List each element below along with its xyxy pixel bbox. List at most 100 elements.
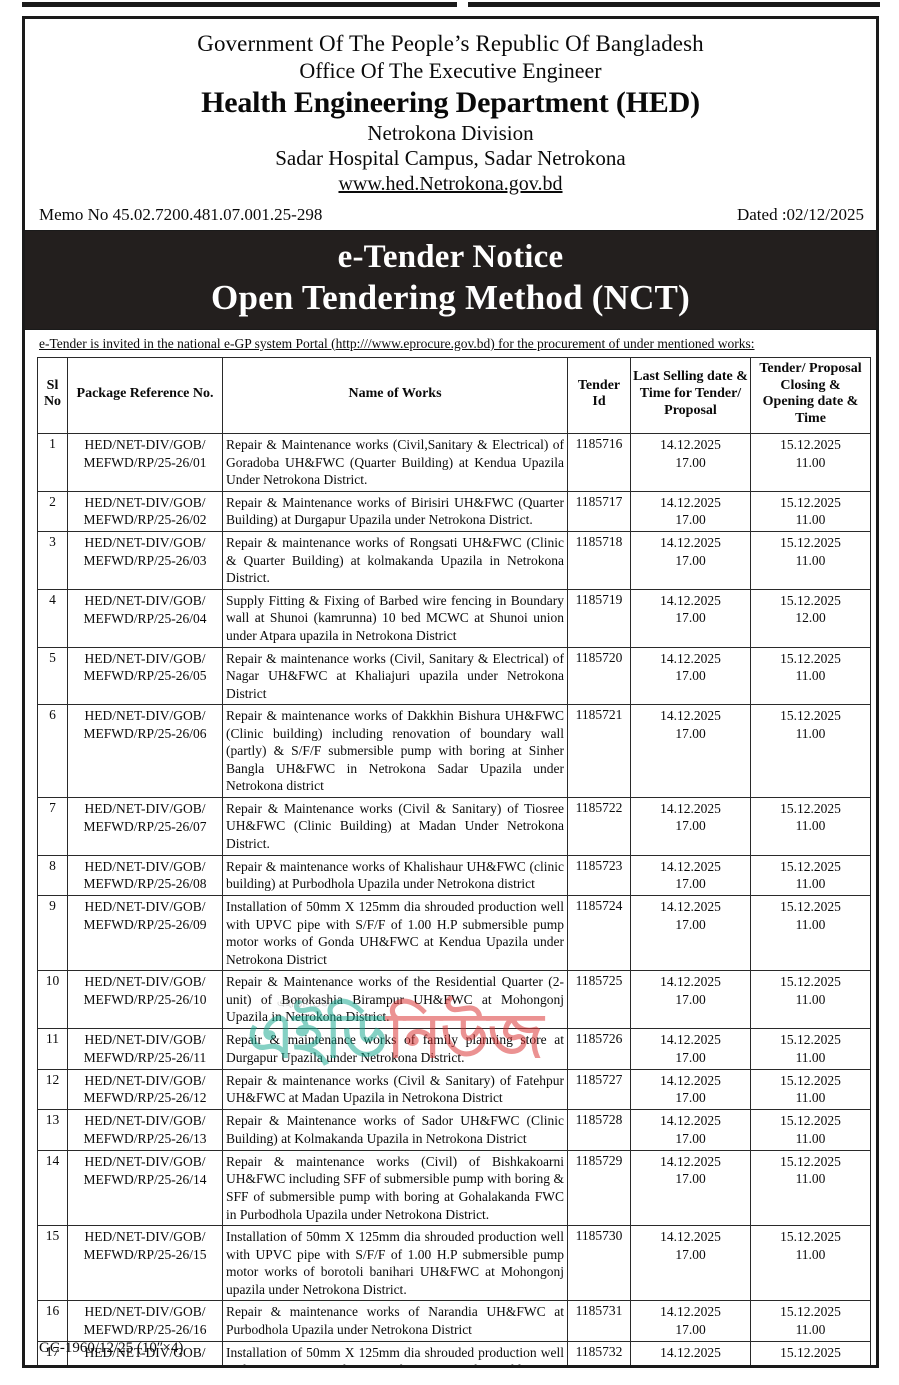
table-row: 4 HED/NET-DIV/GOB/MEFWD/RP/25-26/04 Supply…: [37, 588, 871, 648]
table-header-row: Sl No Package Reference No. Name of Works…: [37, 356, 871, 434]
table-row: 11 HED/NET-DIV/GOB/MEFWD/RP/25-26/11 Repai…: [37, 1028, 871, 1070]
cell-name-of-works: Installation of 50mm X 125mm dia shroude…: [222, 1225, 568, 1302]
masthead-office-line: Office Of The Executive Engineer: [299, 57, 602, 83]
cell-tender-id: 1185717: [567, 490, 631, 533]
cell-tender-id: 1185716: [567, 432, 631, 492]
cell-sl-no: 2: [37, 490, 68, 533]
tender-table-head: Sl No Package Reference No. Name of Works…: [37, 356, 871, 434]
memo-date: Dated :02/12/2025: [736, 204, 864, 224]
cell-package-ref: HED/NET-DIV/GOB/MEFWD/RP/25-26/15: [67, 1225, 223, 1302]
cell-name-of-works: Repair & maintenance works (Civil) of Bi…: [222, 1149, 568, 1227]
cell-name-of-works: Repair & Maintenance works of Sador UH&F…: [222, 1109, 568, 1151]
cell-tender-id: 1185729: [567, 1149, 631, 1227]
cell-package-ref: HED/NET-DIV/GOB/MEFWD/RP/25-26/07: [67, 796, 223, 856]
cell-closing-opening: 15.12.2025 12.00: [750, 588, 871, 648]
masthead-address: Sadar Hospital Campus, Sadar Netrokona: [275, 146, 626, 171]
cell-tender-id: 1185727: [567, 1068, 631, 1111]
cell-tender-id: 1185728: [567, 1109, 631, 1151]
cell-sl-no: 5: [37, 646, 68, 706]
top-strip-segment-right: [468, 2, 880, 7]
cell-sl-no: 16: [37, 1300, 68, 1342]
masthead-department: Health Engineering Department (HED): [201, 86, 700, 120]
cell-sl-no: 1: [37, 432, 68, 492]
cell-package-ref: HED/NET-DIV/GOB/MEFWD/RP/25-26/01: [67, 432, 223, 492]
cell-name-of-works: Repair & Maintenance works of the Reside…: [222, 970, 568, 1029]
cell-sl-no: 4: [37, 588, 68, 648]
column-header-tender-id: Tender Id: [567, 356, 631, 434]
cell-name-of-works: Repair & Maintenance works (Civil,Sanita…: [222, 432, 568, 492]
masthead-website-link[interactable]: www.hed.Netrokona.gov.bd: [338, 172, 563, 195]
cell-tender-id: 1185719: [567, 588, 631, 648]
masthead-country-line: Government Of The People’s Republic Of B…: [197, 31, 704, 56]
table-row: 14 HED/NET-DIV/GOB/MEFWD/RP/25-26/14 Repai…: [37, 1149, 871, 1227]
table-row: 8 HED/NET-DIV/GOB/MEFWD/RP/25-26/08 Repair…: [37, 854, 871, 897]
cell-sl-no: 8: [37, 854, 68, 897]
column-header-package-ref: Package Reference No.: [67, 356, 223, 434]
cell-package-ref: HED/NET-DIV/GOB/MEFWD/RP/25-26/10: [67, 970, 223, 1029]
cell-tender-id: 1185720: [567, 646, 631, 706]
cell-sl-no: 9: [37, 895, 68, 972]
cell-tender-id: 1185723: [567, 854, 631, 897]
cell-name-of-works: Supply Fitting & Fixing of Barbed wire f…: [222, 588, 568, 648]
column-header-sl-no: Sl No: [37, 356, 68, 434]
tender-table: Sl No Package Reference No. Name of Works…: [37, 356, 871, 1365]
cell-sl-no: 13: [37, 1109, 68, 1151]
memo-row: Memo No 45.02.7200.481.07.001.25-298 Dat…: [25, 199, 876, 230]
cell-package-ref: HED/NET-DIV/GOB/MEFWD/RP/25-26/14: [67, 1149, 223, 1227]
cell-package-ref: HED/NET-DIV/GOB/MEFWD/RP/25-26/11: [67, 1028, 223, 1070]
table-row: 12 HED/NET-DIV/GOB/MEFWD/RP/25-26/12 Repai…: [37, 1068, 871, 1111]
column-header-closing-opening: Tender/ Proposal Closing & Opening date …: [750, 356, 871, 434]
cell-sl-no: 14: [37, 1149, 68, 1227]
cell-package-ref: HED/NET-DIV/GOB/MEFWD/RP/25-26/08: [67, 854, 223, 897]
cell-tender-id: 1185722: [567, 796, 631, 856]
cell-package-ref: HED/NET-DIV/GOB/MEFWD/RP/25-26/09: [67, 895, 223, 972]
cell-package-ref: HED/NET-DIV/GOB/MEFWD/RP/25-26/16: [67, 1300, 223, 1342]
tender-notice-document: Government Of The People’s Republic Of B…: [22, 16, 879, 1368]
cell-name-of-works: Repair & maintenance works of Dakkhin Bi…: [222, 704, 568, 798]
cell-name-of-works: Installation of 50mm X 125mm dia shroude…: [222, 1340, 568, 1365]
column-header-name-of-works: Name of Works: [222, 356, 568, 434]
cell-sl-no: 7: [37, 796, 68, 856]
cell-sl-no: 3: [37, 531, 68, 590]
tender-table-body: 1 HED/NET-DIV/GOB/MEFWD/RP/25-26/01 Repair…: [37, 432, 871, 1365]
cell-sl-no: 15: [37, 1225, 68, 1302]
table-row: 5 HED/NET-DIV/GOB/MEFWD/RP/25-26/05 Repair…: [37, 646, 871, 706]
cell-name-of-works: Repair & maintenance works (Civil, Sanit…: [222, 646, 568, 706]
cell-tender-id: 1185726: [567, 1028, 631, 1070]
cell-sl-no: 17: [37, 1340, 68, 1365]
table-row: 3 HED/NET-DIV/GOB/MEFWD/RP/25-26/03 Repair…: [37, 531, 871, 590]
cell-name-of-works: Repair & maintenance works of Khalishaur…: [222, 854, 568, 897]
cell-tender-id: 1185730: [567, 1225, 631, 1302]
intro-text: e-Tender is invited in the national e-GP…: [39, 335, 755, 351]
tender-table-wrapper: Sl No Package Reference No. Name of Works…: [25, 356, 876, 1365]
cell-name-of-works: Repair & Maintenance works (Civil & Sani…: [222, 796, 568, 856]
notice-banner-title: e-Tender Notice: [337, 238, 564, 275]
masthead: Government Of The People’s Republic Of B…: [25, 19, 876, 199]
top-strip-segment-left: [22, 2, 457, 7]
table-row: 10 HED/NET-DIV/GOB/MEFWD/RP/25-26/10 Repai…: [37, 970, 871, 1029]
cell-name-of-works: Repair & maintenance works of Narandia U…: [222, 1300, 568, 1342]
cell-name-of-works: Installation of 50mm X 125mm dia shroude…: [222, 895, 568, 972]
table-row: 6 HED/NET-DIV/GOB/MEFWD/RP/25-26/06 Repair…: [37, 704, 871, 798]
cell-tender-id: 1185725: [567, 970, 631, 1029]
cell-package-ref: HED/NET-DIV/GOB/MEFWD/RP/25-26/02: [67, 490, 223, 533]
